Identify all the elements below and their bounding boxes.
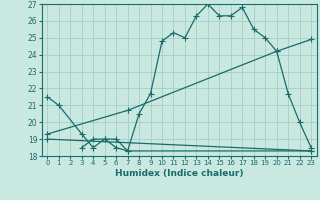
X-axis label: Humidex (Indice chaleur): Humidex (Indice chaleur)	[115, 169, 244, 178]
